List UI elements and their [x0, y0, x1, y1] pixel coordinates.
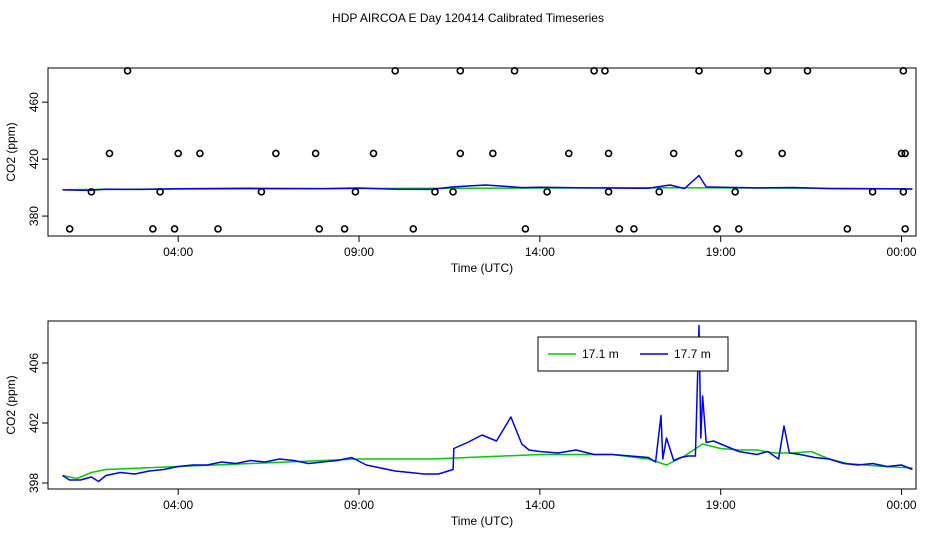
calibration-point: [734, 225, 743, 233]
legend: 17.1 m 17.7 m: [537, 336, 729, 372]
calibration-point: [409, 225, 418, 233]
calibration-point: [156, 188, 164, 196]
calibration-point: [489, 149, 497, 158]
calibration-point: [901, 149, 909, 158]
calibration-point: [272, 149, 280, 158]
calibration-point: [456, 149, 465, 158]
calibration-point: [105, 149, 114, 158]
calibration-point: [803, 67, 812, 75]
plot-frame: [47, 320, 917, 490]
calibration-point: [897, 149, 906, 158]
calibration-point: [123, 67, 132, 75]
x-tick-label: 19:00: [706, 498, 736, 512]
y-tick-label: 420: [27, 149, 41, 169]
x-tick-label: 14:00: [525, 245, 555, 259]
calibration-point: [630, 225, 638, 233]
y-axis-title: CO2 (ppm): [4, 375, 18, 434]
y-tick-label: 406: [27, 353, 41, 373]
calibration-point: [65, 225, 74, 233]
calibration-point: [170, 225, 179, 233]
calibration-point: [763, 67, 772, 75]
calibration-point: [899, 67, 908, 75]
calibration-point: [196, 149, 204, 158]
x-tick-label: 19:00: [706, 245, 736, 259]
calibration-point: [843, 225, 852, 233]
x-axis-title: Time (UTC): [451, 514, 513, 528]
y-tick-label: 402: [27, 413, 41, 433]
calibration-point: [340, 225, 349, 233]
calibration-point: [868, 188, 877, 196]
x-tick-label: 00:00: [887, 245, 917, 259]
calibration-point: [899, 188, 908, 196]
top-panel: 04:00 09:00 14:00 19:00 00:00 380 420 460 Time (…: [4, 67, 917, 275]
x-axis-title: Time (UTC): [451, 261, 513, 275]
calibration-point: [731, 188, 739, 196]
calibration-point: [543, 188, 551, 196]
calibration-point: [311, 149, 320, 158]
calibration-point: [713, 225, 721, 233]
x-tick-label: 04:00: [163, 245, 193, 259]
calibration-point: [87, 188, 96, 196]
x-tick-label: 09:00: [344, 498, 374, 512]
series-line-1: [62, 324, 913, 483]
calibration-point: [369, 149, 378, 158]
calibration-point: [521, 225, 530, 233]
calibration-point: [391, 67, 400, 75]
calibration-point: [695, 67, 703, 75]
x-tick-label: 14:00: [525, 498, 555, 512]
series-group: [62, 174, 913, 192]
calibration-point: [431, 188, 439, 196]
calibration-point: [449, 188, 457, 196]
y-tick-label: 460: [27, 92, 41, 112]
x-tick-label: 09:00: [344, 245, 374, 259]
series-group: [62, 324, 913, 483]
calibration-point: [590, 67, 598, 75]
calibration-point: [564, 149, 573, 158]
calibration-point: [604, 188, 613, 196]
chart-title: HDP AIRCOA E Day 120414 Calibrated Times…: [332, 11, 604, 25]
calibration-point: [149, 225, 157, 233]
calibration-point: [615, 225, 624, 233]
calibration-point: [456, 67, 465, 75]
y-axis-title: CO2 (ppm): [4, 122, 18, 181]
calibration-point: [734, 149, 743, 158]
calibration-point: [778, 149, 786, 158]
calibration-point: [257, 188, 266, 196]
calibration-point: [901, 225, 909, 233]
calibration-point: [510, 67, 519, 75]
x-tick-label: 00:00: [887, 498, 917, 512]
calibration-point: [655, 188, 664, 196]
legend-label: 17.1 m: [582, 347, 619, 361]
calibration-point: [604, 149, 613, 158]
legend-label: 17.7 m: [674, 347, 711, 361]
calibration-point: [315, 225, 324, 233]
calibration-point: [669, 149, 678, 158]
plot-frame: [47, 67, 917, 237]
series-line-0: [62, 443, 913, 480]
calibration-point: [351, 188, 360, 196]
y-tick-label: 380: [27, 206, 41, 226]
x-tick-label: 04:00: [163, 498, 193, 512]
y-tick-label: 398: [27, 473, 41, 493]
calibration-point: [601, 67, 609, 75]
calibration-point: [214, 225, 222, 233]
calibration-point: [174, 149, 182, 158]
bottom-panel: 04:00 09:00 14:00 19:00 00:00 398 402 406 Time (…: [4, 320, 917, 528]
series-line-1: [62, 174, 913, 192]
